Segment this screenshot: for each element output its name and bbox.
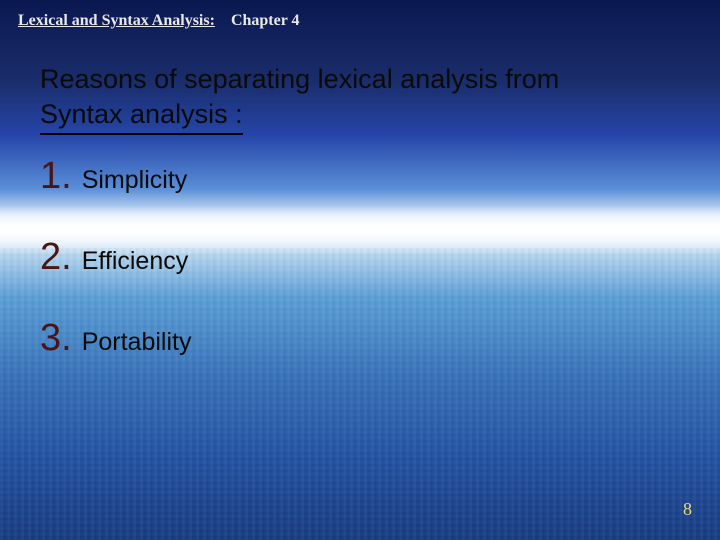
title-line-1: Reasons of separating lexical analysis f… [40, 62, 680, 97]
list-numeral: 3. [40, 317, 72, 360]
title-line-2: Syntax analysis : [40, 97, 243, 135]
list-item: 1. Simplicity [40, 155, 680, 198]
list-text: Efficiency [82, 247, 189, 276]
header-chapter: Chapter 4 [231, 12, 300, 29]
header-topic: Lexical and Syntax Analysis: [18, 12, 215, 29]
reasons-list: 1. Simplicity 2. Efficiency 3. Portabili… [40, 155, 680, 360]
list-numeral: 2. [40, 236, 72, 279]
slide: Lexical and Syntax Analysis: Chapter 4 R… [0, 0, 720, 540]
list-text: Portability [82, 328, 192, 357]
list-item: 2. Efficiency [40, 236, 680, 279]
page-number: 8 [683, 499, 692, 520]
list-text: Simplicity [82, 166, 188, 195]
slide-content: Reasons of separating lexical analysis f… [40, 62, 680, 398]
list-item: 3. Portability [40, 317, 680, 360]
list-numeral: 1. [40, 155, 72, 198]
slide-header: Lexical and Syntax Analysis: Chapter 4 [18, 12, 300, 30]
